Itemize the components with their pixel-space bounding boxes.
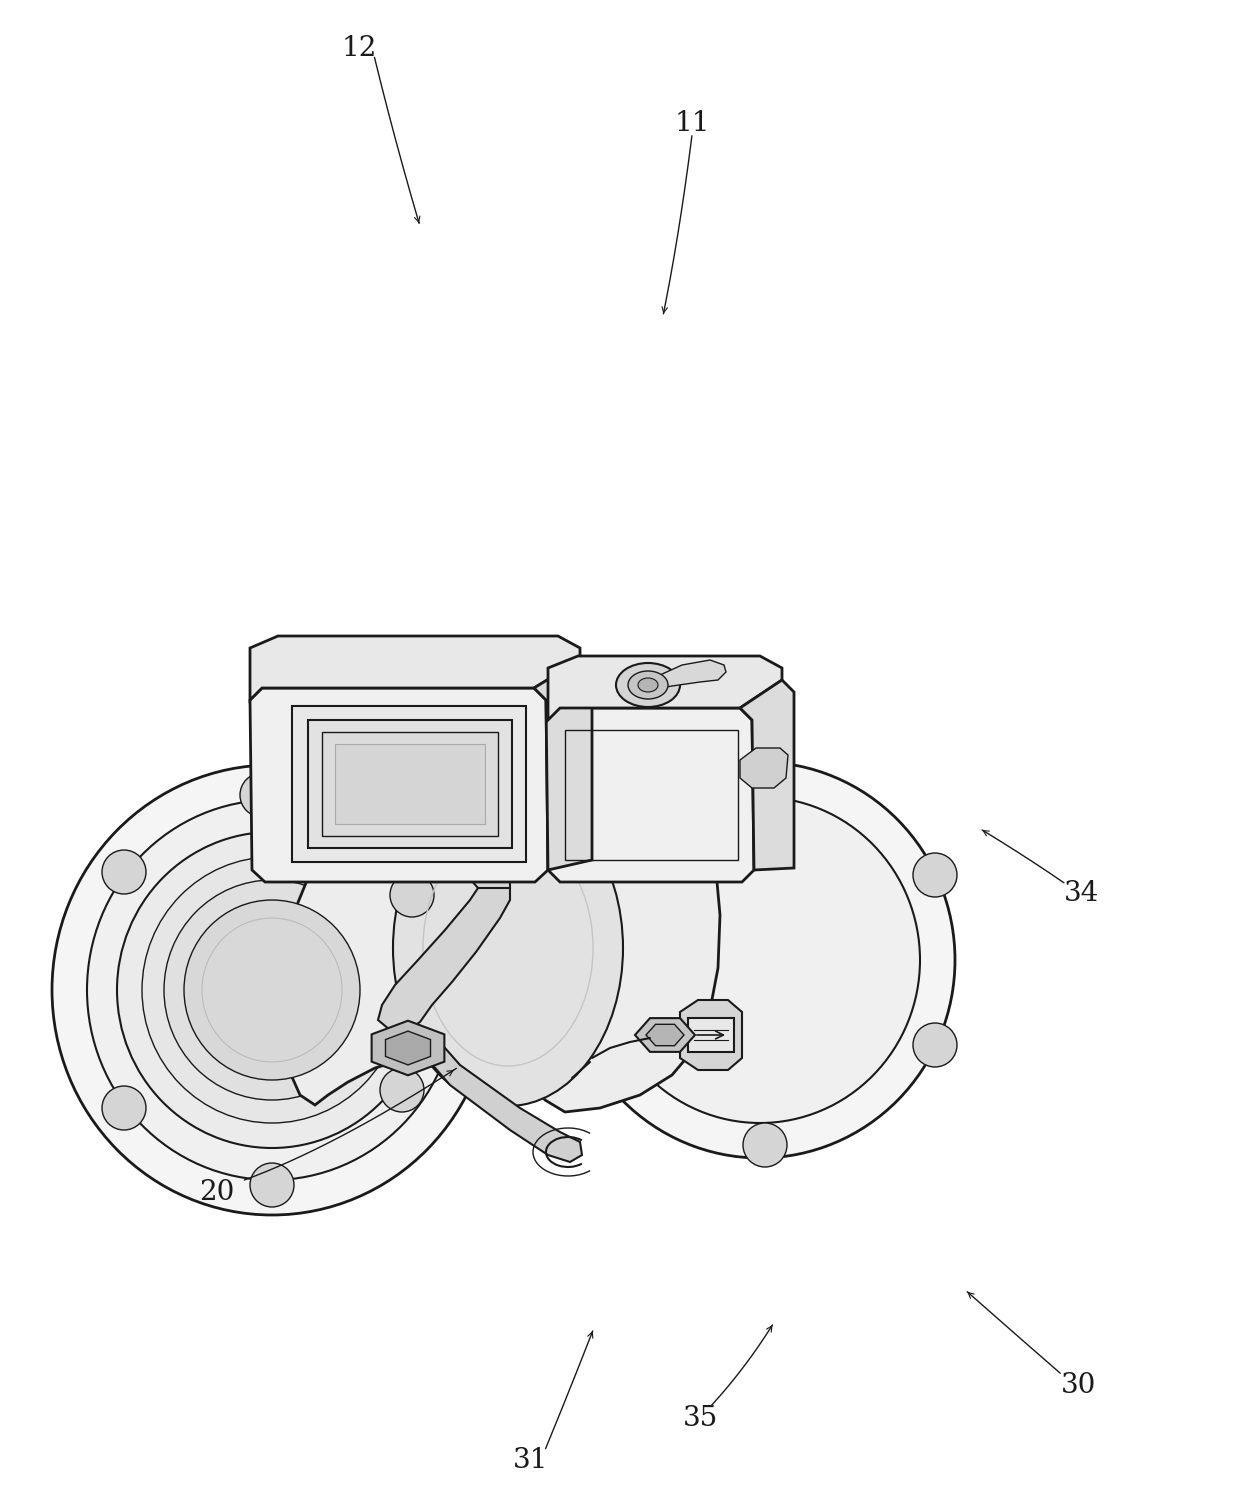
Text: 31: 31	[513, 1447, 548, 1474]
Polygon shape	[378, 887, 510, 1032]
Ellipse shape	[391, 874, 434, 917]
Ellipse shape	[639, 678, 658, 693]
Ellipse shape	[184, 899, 360, 1080]
Polygon shape	[250, 688, 548, 881]
Polygon shape	[453, 812, 588, 859]
Ellipse shape	[600, 797, 920, 1123]
Polygon shape	[646, 1025, 684, 1046]
Ellipse shape	[143, 857, 402, 1123]
Ellipse shape	[87, 800, 458, 1180]
Polygon shape	[430, 1047, 582, 1162]
Polygon shape	[740, 681, 794, 871]
Ellipse shape	[583, 1037, 627, 1080]
Polygon shape	[542, 841, 551, 871]
Polygon shape	[548, 708, 754, 881]
Text: 12: 12	[342, 35, 377, 62]
Polygon shape	[688, 1019, 734, 1052]
Ellipse shape	[393, 791, 622, 1106]
Polygon shape	[322, 732, 498, 836]
Ellipse shape	[565, 762, 955, 1157]
Text: 11: 11	[675, 110, 709, 137]
Polygon shape	[740, 748, 787, 788]
Ellipse shape	[117, 831, 427, 1148]
Polygon shape	[308, 720, 512, 848]
Polygon shape	[635, 1019, 694, 1052]
Ellipse shape	[241, 773, 284, 816]
Polygon shape	[500, 841, 508, 871]
Ellipse shape	[743, 1123, 787, 1166]
Polygon shape	[548, 656, 782, 720]
Text: 20: 20	[200, 1179, 234, 1206]
Polygon shape	[463, 841, 510, 896]
Polygon shape	[467, 748, 562, 834]
Text: 30: 30	[1061, 1372, 1096, 1399]
Polygon shape	[281, 745, 720, 1112]
Polygon shape	[534, 659, 591, 871]
Polygon shape	[660, 659, 725, 688]
Ellipse shape	[102, 1086, 146, 1130]
Polygon shape	[291, 706, 526, 862]
Ellipse shape	[913, 853, 957, 896]
Ellipse shape	[743, 753, 787, 797]
Polygon shape	[680, 1000, 742, 1070]
Ellipse shape	[164, 880, 379, 1100]
Polygon shape	[556, 841, 565, 871]
Text: 35: 35	[683, 1405, 718, 1432]
Ellipse shape	[52, 765, 492, 1215]
Ellipse shape	[102, 850, 146, 893]
Ellipse shape	[627, 672, 668, 699]
Polygon shape	[250, 635, 580, 700]
Polygon shape	[386, 1031, 430, 1065]
Polygon shape	[528, 841, 537, 871]
Polygon shape	[486, 841, 495, 871]
Polygon shape	[515, 841, 523, 871]
Polygon shape	[463, 748, 568, 773]
Ellipse shape	[379, 1068, 424, 1112]
Polygon shape	[472, 841, 481, 871]
Text: 34: 34	[1064, 880, 1099, 907]
Ellipse shape	[913, 1023, 957, 1067]
Ellipse shape	[250, 1163, 294, 1207]
Polygon shape	[372, 1020, 444, 1076]
Ellipse shape	[616, 662, 680, 708]
Polygon shape	[335, 744, 485, 824]
Ellipse shape	[583, 841, 627, 884]
